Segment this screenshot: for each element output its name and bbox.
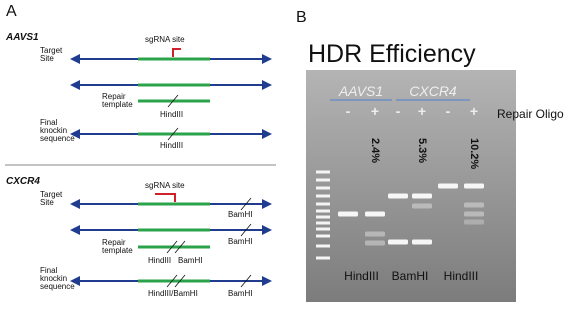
row-label: Repair Oligo	[497, 107, 564, 121]
band	[388, 239, 408, 245]
ladder-band	[316, 209, 330, 213]
label: BamHI	[228, 210, 252, 219]
label: Repair	[102, 238, 126, 247]
label: knockin	[40, 126, 67, 135]
label: HindIII	[148, 256, 171, 265]
label: sequence	[40, 134, 75, 143]
label: Site	[40, 54, 54, 63]
band	[438, 183, 458, 189]
site	[240, 197, 252, 211]
label: Repair	[102, 92, 126, 101]
label: sgRNA site	[145, 181, 185, 190]
label: template	[102, 100, 133, 109]
ladder-band	[316, 178, 330, 182]
label: BamHI	[228, 289, 252, 298]
sgrna	[155, 193, 176, 202]
band	[365, 240, 385, 246]
site	[166, 274, 178, 288]
site	[240, 223, 252, 237]
band	[464, 211, 484, 217]
band	[365, 231, 385, 237]
ladder-band	[316, 186, 330, 190]
site	[174, 274, 186, 288]
ladder-band	[316, 227, 330, 231]
sgrna	[172, 48, 181, 57]
ladder-band	[316, 215, 330, 219]
lane-sign: -	[396, 103, 401, 119]
ladder-band	[316, 202, 330, 206]
label: template	[102, 246, 133, 255]
gene-title: CXCR4	[6, 176, 40, 187]
band	[464, 183, 484, 189]
band	[412, 203, 432, 209]
label: HindIII/BamHI	[148, 289, 198, 298]
label: Target	[40, 46, 63, 55]
lane-sign: -	[346, 103, 351, 119]
band	[338, 211, 358, 217]
label: Final	[40, 266, 58, 275]
gene-title: AAVS1	[5, 32, 39, 43]
site	[240, 274, 252, 288]
ladder-band	[316, 244, 330, 248]
band	[388, 193, 408, 199]
band	[464, 219, 484, 225]
label: Target	[40, 190, 63, 199]
lane-sign: -	[446, 103, 451, 119]
band	[365, 211, 385, 217]
efficiency: 2.4%	[369, 138, 381, 163]
label: Final	[40, 118, 58, 127]
panel-label: A	[6, 3, 17, 20]
band	[412, 193, 432, 199]
site	[167, 127, 179, 141]
gel	[306, 70, 516, 302]
label: sequence	[40, 282, 75, 291]
site	[166, 240, 178, 254]
efficiency: 10.2%	[468, 138, 480, 169]
ladder-band	[316, 170, 330, 174]
label: BamHI	[178, 256, 202, 265]
lane-sign: +	[470, 103, 478, 119]
lane-sign: +	[418, 103, 426, 119]
group-label: AAVS1	[338, 83, 383, 99]
ladder-band	[316, 221, 330, 225]
label: sgRNA site	[145, 35, 185, 44]
enzyme: HindIII	[444, 269, 479, 283]
ladder-band	[316, 256, 330, 260]
efficiency: 5.3%	[416, 138, 428, 163]
ladder-band	[316, 194, 330, 198]
label: HindIII	[160, 141, 183, 150]
label: knockin	[40, 274, 67, 283]
title: HDR Efficiency	[308, 40, 476, 68]
site	[174, 240, 186, 254]
group-label: CXCR4	[409, 83, 457, 99]
label: Site	[40, 198, 54, 207]
panel-a: A AAVS1 sgRNA site Target Site Repair te…	[5, 3, 276, 298]
band	[464, 202, 484, 208]
band	[412, 239, 432, 245]
site	[167, 94, 179, 108]
panel-label: B	[296, 9, 307, 26]
panel-b: B HDR Efficiency AAVS1 CXCR4 Repair Olig…	[296, 9, 564, 302]
enzyme: BamHI	[392, 269, 429, 283]
ladder-band	[316, 234, 330, 238]
label: BamHI	[228, 237, 252, 246]
lane-sign: +	[371, 103, 379, 119]
enzyme: HindIII	[344, 269, 379, 283]
label: HindIII	[160, 110, 183, 119]
